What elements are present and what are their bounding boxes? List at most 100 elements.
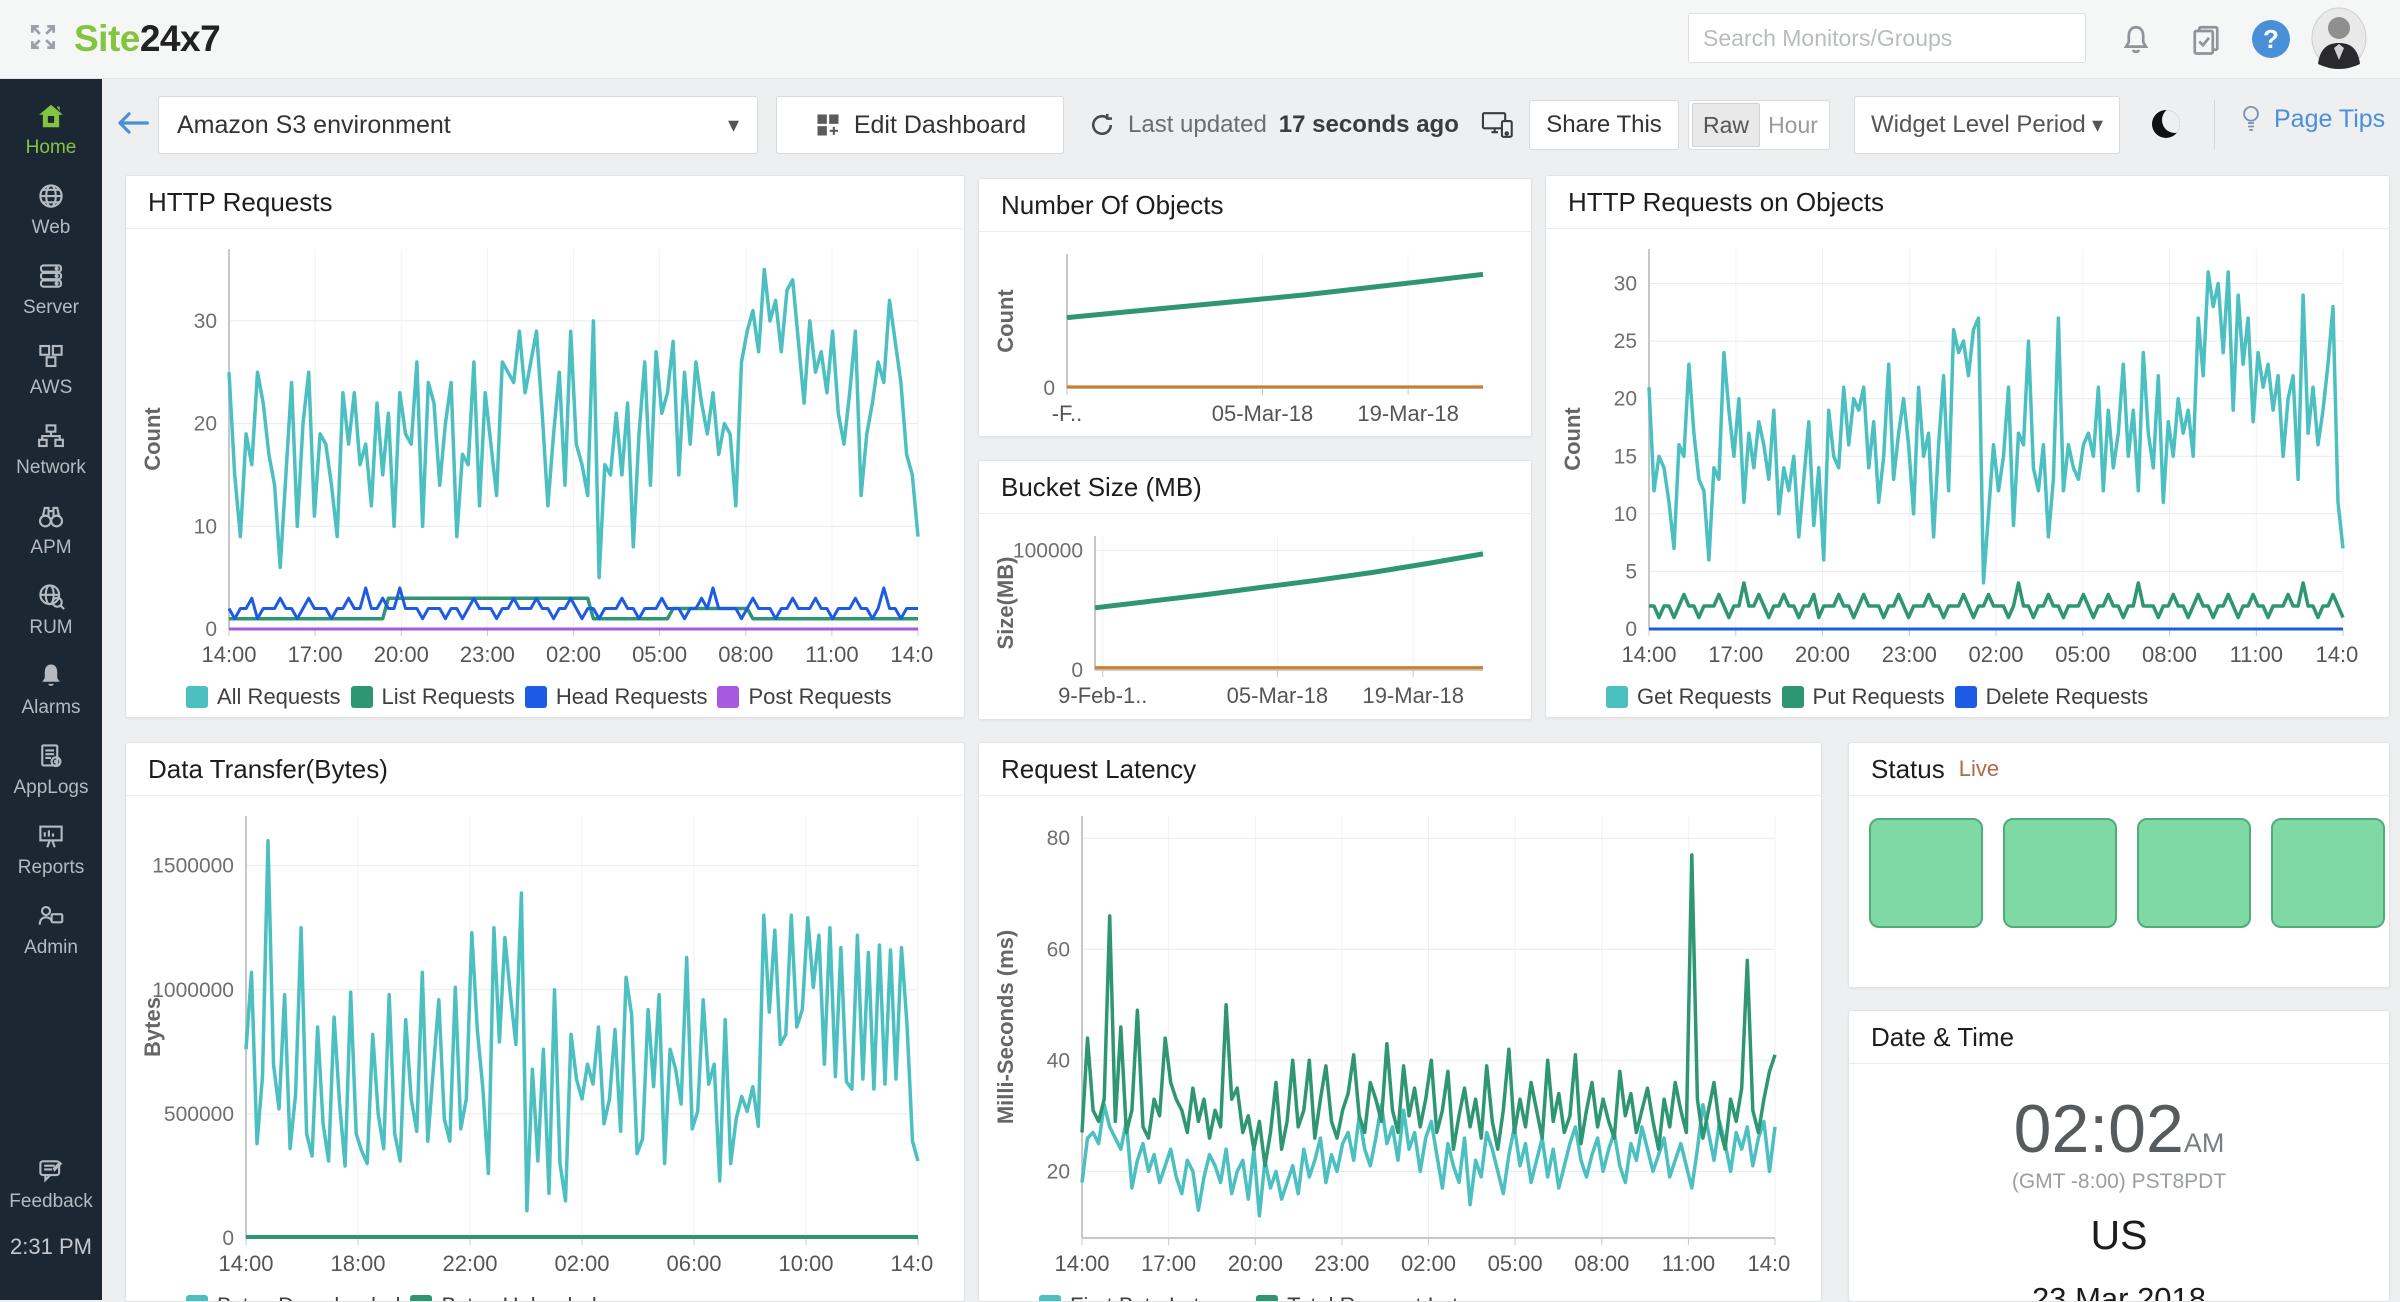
svg-text:5: 5 <box>1625 560 1637 583</box>
logo-24x7: 24x7 <box>139 18 221 59</box>
legend-item[interactable]: Post Requests <box>717 684 892 710</box>
svg-text:0: 0 <box>1071 659 1083 682</box>
legend-item[interactable]: Total Request Latency <box>1256 1293 1505 1301</box>
share-this-button[interactable]: Share This <box>1529 100 1679 150</box>
sidebar-item-apm[interactable]: APM <box>0 490 102 570</box>
live-badge: Live <box>1958 756 2000 781</box>
bucket-size-chart[interactable]: 0 100000 9-Feb-1.. 05-Mar-18 19-Mar-18 Size(M… <box>979 514 1531 717</box>
sidebar-item-feedback[interactable]: Feedback <box>0 1144 102 1224</box>
feedback-icon <box>39 1160 63 1183</box>
last-updated: Last updated 17 seconds ago <box>1088 96 1515 154</box>
tasks-icon[interactable] <box>2188 22 2224 63</box>
sidebar-item-admin[interactable]: Admin <box>0 890 102 970</box>
network-icon <box>38 424 64 448</box>
svg-text:02:00: 02:00 <box>1968 642 2023 667</box>
sidebar-item-home[interactable]: Home <box>0 90 102 170</box>
svg-text:10: 10 <box>1614 503 1637 526</box>
refresh-icon[interactable] <box>1088 111 1116 139</box>
legend-swatch <box>1039 1295 1061 1301</box>
widget-title: Bucket Size (MB) <box>979 461 1531 514</box>
legend-item[interactable]: All Requests <box>186 684 341 710</box>
svg-text:05:00: 05:00 <box>2055 642 2110 667</box>
location: US <box>2090 1212 2148 1258</box>
notifications-bell-icon[interactable] <box>2118 22 2154 63</box>
rum-icon <box>39 584 65 610</box>
dark-mode-moon-icon[interactable] <box>2152 110 2182 140</box>
edit-dashboard-button[interactable]: Edit Dashboard <box>776 96 1064 154</box>
dashboard-selector[interactable]: Amazon S3 environment ▾ <box>158 96 758 154</box>
sidebar-local-time: 2:31 PM <box>10 1234 92 1259</box>
svg-text:20:00: 20:00 <box>1228 1251 1283 1276</box>
avatar[interactable] <box>2310 6 2368 70</box>
sidebar-item-rum[interactable]: RUM <box>0 570 102 650</box>
status-block[interactable] <box>2003 818 2117 928</box>
legend-item[interactable]: Put Requests <box>1781 684 1945 710</box>
sidebar-item-network[interactable]: Network <box>0 410 102 490</box>
legend-item[interactable]: Get Requests <box>1606 684 1772 710</box>
svg-text:05-Mar-18: 05-Mar-18 <box>1227 683 1328 708</box>
legend-label: Post Requests <box>748 684 892 709</box>
sidebar-item-reports[interactable]: Reports <box>0 810 102 890</box>
widget-title: Data Transfer(Bytes) <box>126 743 964 796</box>
widget-date-time: Date & Time 02:02AM (GMT -8:00) PST8PDT … <box>1848 1010 2390 1302</box>
search-input[interactable] <box>1688 13 2086 63</box>
legend-item[interactable]: First Byte Latency <box>1039 1293 1246 1301</box>
status-blocks <box>1849 796 2389 928</box>
chart-legend: Bytes Downloaded Bytes Uploaded <box>126 1285 964 1301</box>
dashboard-selector-value: Amazon S3 environment <box>177 110 451 139</box>
sidebar-item-alarms[interactable]: Alarms <box>0 650 102 730</box>
legend-label: All Requests <box>217 684 341 709</box>
granularity-raw[interactable]: Raw <box>1692 103 1760 147</box>
sidebar-item-aws[interactable]: AWS <box>0 330 102 410</box>
request-latency-chart[interactable]: 20 40 60 80 14:00 17:00 20:00 23:00 02:00 05:00 08… <box>979 796 1821 1285</box>
expand-icon[interactable] <box>26 20 60 59</box>
legend-item[interactable]: List Requests <box>350 684 515 710</box>
legend-item[interactable]: Delete Requests <box>1954 684 2148 710</box>
legend-label: Bytes Downloaded <box>217 1293 400 1301</box>
svg-text:Count: Count <box>140 407 165 471</box>
http-requests-chart[interactable]: 0 10 20 30 14:00 17:00 20:00 23:00 02:00 05:00 08:… <box>126 229 964 676</box>
http-requests-on-objects-chart[interactable]: 0 5 10 15 20 25 30 14:00 17:00 20:00 23:00 02:00 05:… <box>1546 229 2389 676</box>
legend-item[interactable]: Head Requests <box>524 684 707 710</box>
svg-text:-F..: -F.. <box>1052 401 1083 426</box>
svg-text:Count: Count <box>993 289 1018 353</box>
site24x7-logo[interactable]: Site24x7 <box>74 18 221 60</box>
help-icon[interactable]: ? <box>2252 20 2290 58</box>
svg-text:02:00: 02:00 <box>546 642 601 667</box>
legend-item[interactable]: Bytes Downloaded <box>186 1293 400 1301</box>
svg-text:20: 20 <box>194 413 217 436</box>
status-block[interactable] <box>2271 818 2385 928</box>
svg-text:05:00: 05:00 <box>632 642 687 667</box>
svg-text:06:00: 06:00 <box>666 1251 721 1276</box>
devices-icon[interactable] <box>1481 110 1515 140</box>
page-tips-link[interactable]: Page Tips <box>2238 104 2385 134</box>
sidebar-item-applogs[interactable]: AppLogs <box>0 730 102 810</box>
granularity-hour[interactable]: Hour <box>1768 111 1818 138</box>
applogs-icon <box>41 744 62 768</box>
sidebar-item-web[interactable]: Web <box>0 170 102 250</box>
svg-text:40: 40 <box>1047 1049 1070 1072</box>
number-of-objects-chart[interactable]: 0 -F.. 05-Mar-18 19-Mar-18 Count <box>979 232 1531 435</box>
svg-text:22:00: 22:00 <box>442 1251 497 1276</box>
widget-http-requests-on-objects: HTTP Requests on Objects 0 5 10 15 20 25 30 14:… <box>1545 175 2390 718</box>
main-content: Amazon S3 environment ▾ Edit Dashboard L… <box>102 78 2400 1302</box>
back-arrow-icon[interactable] <box>116 108 150 143</box>
svg-text:14:00: 14:00 <box>890 1251 934 1276</box>
sidebar: Home Web Server AWS Network APM RUM Alar… <box>0 78 102 1300</box>
widget-number-of-objects: Number Of Objects 0 -F.. 05-Mar-18 19-Mar-1… <box>978 178 1532 437</box>
legend-swatch <box>410 1295 433 1301</box>
aws-cubes-icon <box>39 344 63 368</box>
legend-item[interactable]: Bytes Uploaded <box>410 1293 597 1301</box>
svg-text:17:00: 17:00 <box>1141 1251 1196 1276</box>
svg-text:10:00: 10:00 <box>778 1251 833 1276</box>
data-transfer-chart[interactable]: 0 500000 1000000 1500000 14:00 18:00 22:00 02:0… <box>126 796 964 1285</box>
widget-level-period-select[interactable]: Widget Level Period ▾ <box>1854 96 2120 154</box>
status-block[interactable] <box>2137 818 2251 928</box>
clock-meridiem: AM <box>2183 1128 2225 1158</box>
sidebar-item-server[interactable]: Server <box>0 250 102 330</box>
server-icon <box>39 264 63 288</box>
toolbar-divider <box>2214 100 2215 150</box>
status-block[interactable] <box>1869 818 1983 928</box>
legend-swatch <box>350 686 373 708</box>
legend-swatch <box>186 686 208 708</box>
